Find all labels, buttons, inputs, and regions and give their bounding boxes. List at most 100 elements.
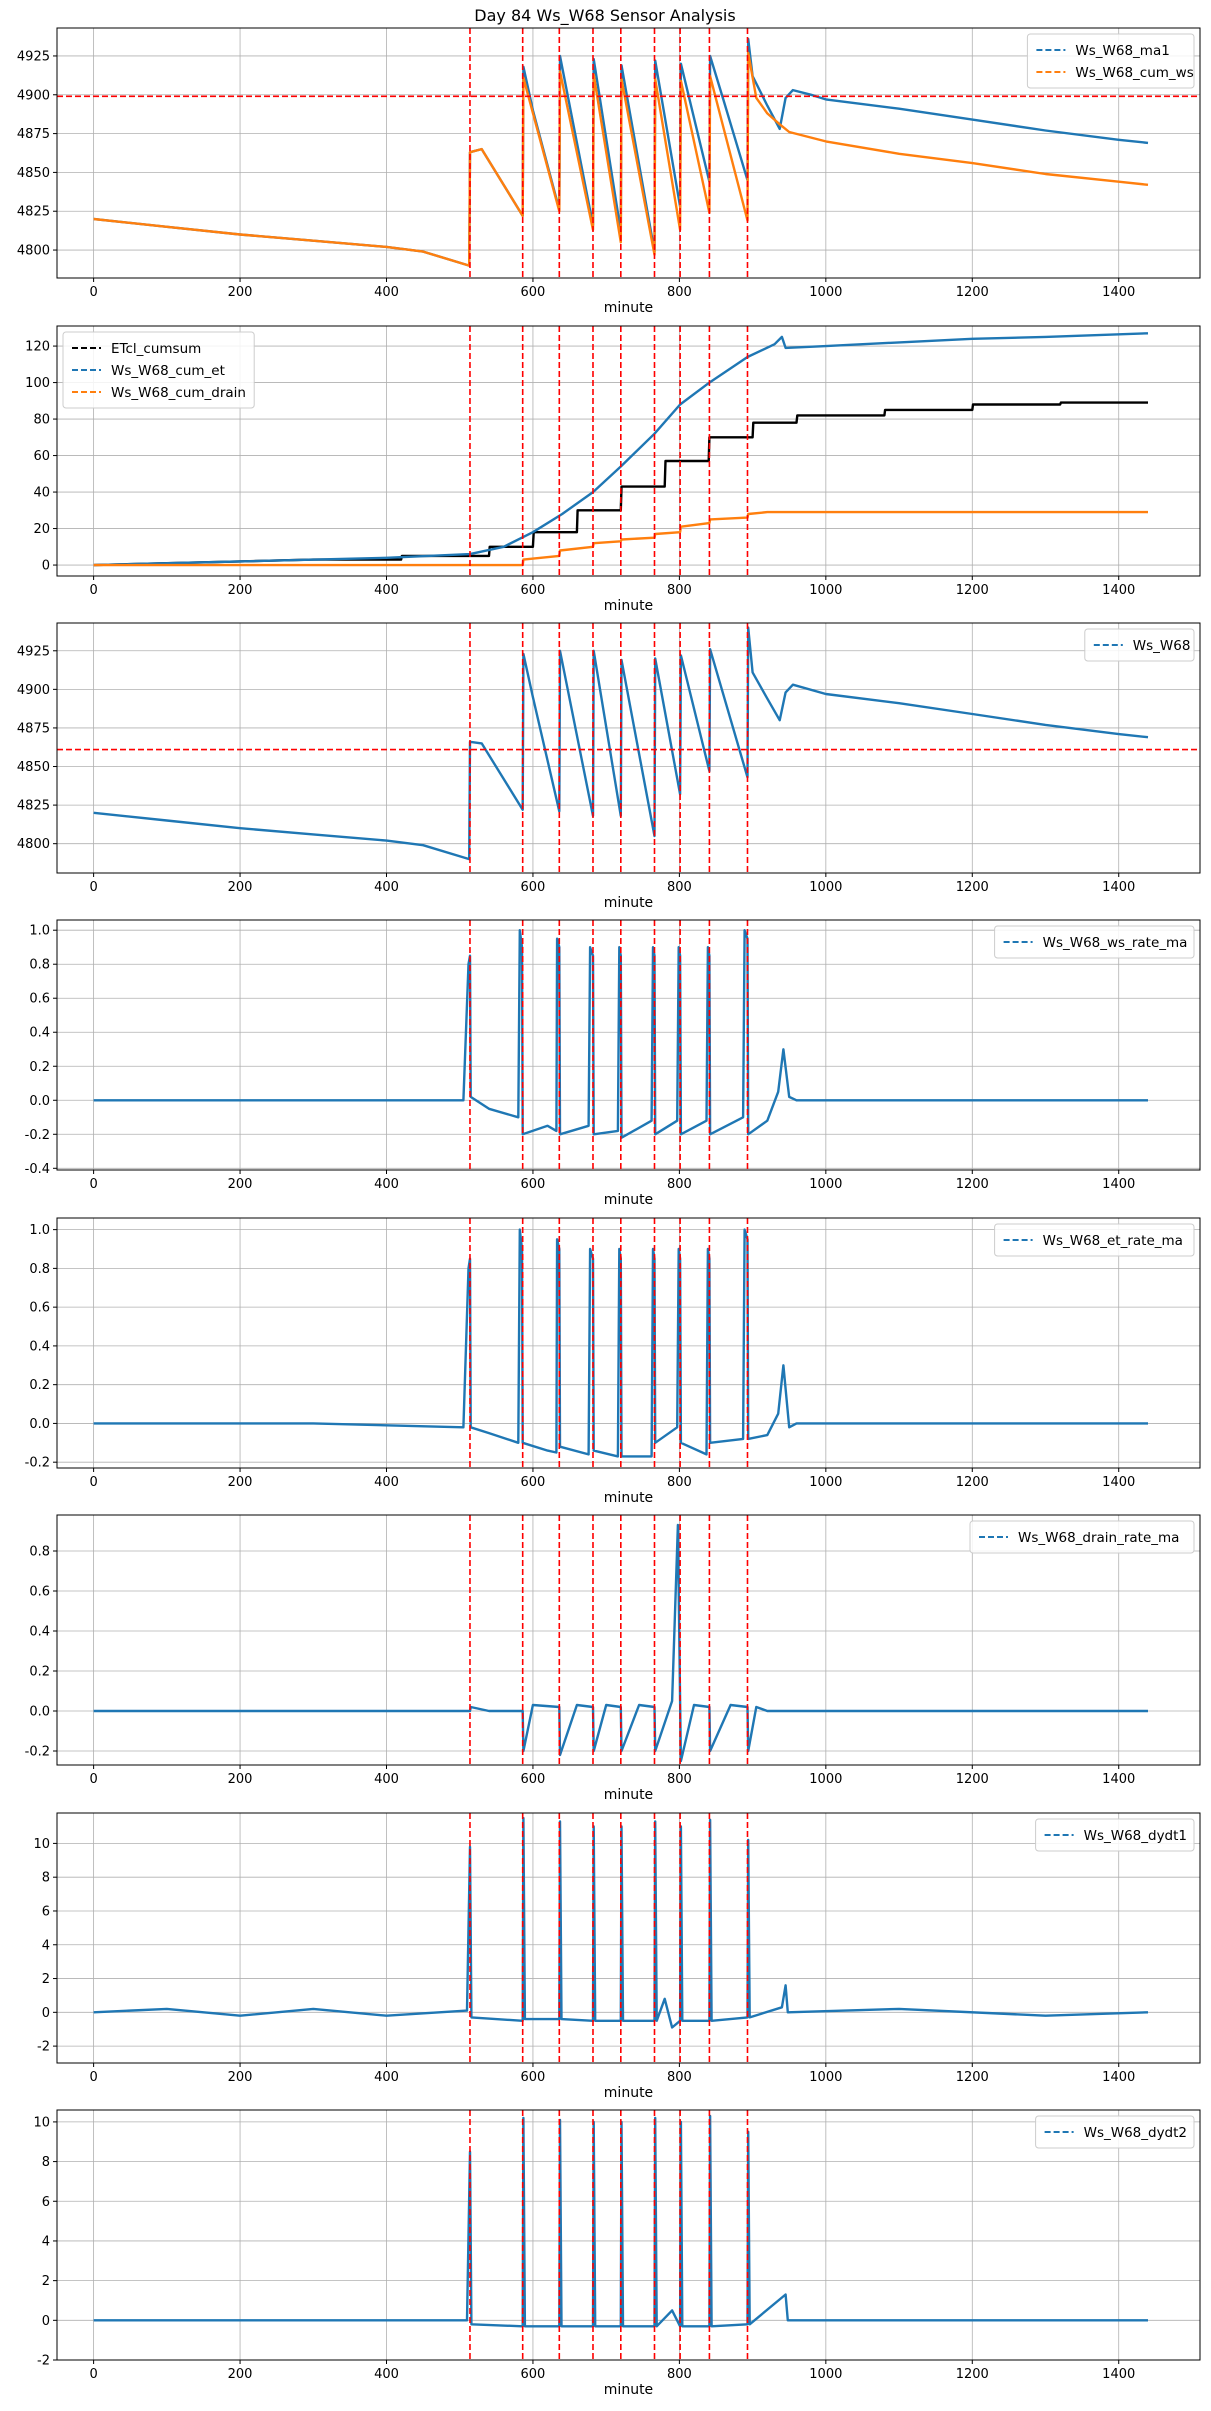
- x-tick-label: 200: [228, 1177, 253, 1192]
- x-tick-label: 1400: [1102, 880, 1135, 895]
- x-tick-label: 800: [667, 285, 692, 300]
- legend: ETcl_cumsum Ws_W68_cum_et Ws_W68_cum_drain: [62, 331, 255, 409]
- y-tick-label: 10: [33, 2115, 50, 2130]
- x-axis-label: minute: [604, 895, 653, 911]
- x-tick-label: 0: [89, 2367, 97, 2382]
- legend: Ws_W68_et_rate_ma: [994, 1223, 1195, 1257]
- x-tick-label: 600: [521, 1177, 546, 1192]
- axes-frame: [56, 1812, 1201, 2064]
- x-tick-label: 1200: [956, 1772, 989, 1787]
- subplot-7: 0 200 400 600 800 1000 1200 1400 -2 0 2 4 6 8 10 minute…: [33, 1812, 1201, 2101]
- x-tick-label: 200: [228, 880, 253, 895]
- y-tick-label: 6: [42, 1904, 50, 1919]
- y-tick-label: 0.8: [29, 1545, 50, 1560]
- y-tick-label: 4825: [17, 799, 50, 814]
- y-tick-label: 0.0: [29, 1705, 50, 1720]
- plot-area: [57, 28, 1200, 278]
- legend: Ws_W68_drain_rate_ma: [969, 1520, 1195, 1554]
- legend-label: Ws_W68_cum_ws: [1075, 65, 1193, 81]
- x-axis-label: minute: [604, 1490, 653, 1506]
- y-tick-label: 4800: [17, 244, 50, 259]
- x-tick-label: 400: [374, 2367, 399, 2382]
- y-tick-label: 6: [42, 2195, 50, 2210]
- plot-area: [93, 2110, 1148, 2360]
- plot-area: [93, 1218, 1148, 1468]
- y-tick-label: 100: [25, 376, 50, 391]
- legend-box: [1084, 628, 1195, 662]
- x-tick-label: 200: [228, 285, 253, 300]
- y-tick-label: 0.2: [29, 1665, 50, 1680]
- y-tick-label: 4900: [17, 88, 50, 103]
- axes-frame: [56, 2109, 1201, 2361]
- legend: Ws_W68_ma1 Ws_W68_cum_ws: [1026, 33, 1195, 89]
- y-tick-label: 4875: [17, 721, 50, 736]
- y-tick-label: 0.6: [29, 992, 50, 1007]
- x-tick-label: 1000: [809, 2367, 842, 2382]
- y-tick-label: 0: [42, 2006, 50, 2021]
- x-tick-label: 1400: [1102, 1772, 1135, 1787]
- x-tick-label: 600: [521, 583, 546, 598]
- x-tick-label: 400: [374, 1475, 399, 1490]
- x-tick-label: 1400: [1102, 2367, 1135, 2382]
- legend-label: Ws_W68_cum_drain: [111, 385, 246, 401]
- legend-box: [994, 925, 1195, 959]
- axes-frame: [56, 325, 1201, 577]
- subplot-2: 0 200 400 600 800 1000 1200 1400 0 20 40 60 80 100 120…: [25, 325, 1201, 614]
- x-axis-label: minute: [604, 1787, 653, 1803]
- y-tick-label: 0.0: [29, 1417, 50, 1432]
- x-axis-label: minute: [604, 300, 653, 316]
- x-tick-label: 1200: [956, 880, 989, 895]
- y-tick-label: 10: [33, 1837, 50, 1852]
- x-tick-label: 400: [374, 2070, 399, 2085]
- subplot-3: 0 200 400 600 800 1000 1200 1400 4800 4825 4850 487…: [17, 622, 1201, 911]
- y-tick-label: 2: [42, 1972, 50, 1987]
- y-tick-label: 0.8: [29, 958, 50, 973]
- y-tick-label: 40: [33, 486, 50, 501]
- x-tick-label: 800: [667, 2367, 692, 2382]
- x-tick-label: 1000: [809, 1475, 842, 1490]
- x-tick-label: 200: [228, 1772, 253, 1787]
- x-tick-label: 1200: [956, 2367, 989, 2382]
- axes-frame: [56, 919, 1201, 1171]
- subplot-6: 0 200 400 600 800 1000 1200 1400 -0.2 0.0 0.2 0.4 0.…: [25, 1514, 1201, 1803]
- x-tick-label: 1000: [809, 1772, 842, 1787]
- legend-box: [1026, 33, 1195, 89]
- y-tick-label: 4850: [17, 166, 50, 181]
- y-tick-label: 4850: [17, 760, 50, 775]
- y-tick-label: 0: [42, 2314, 50, 2329]
- x-tick-label: 600: [521, 1772, 546, 1787]
- y-tick-label: 8: [42, 1871, 50, 1886]
- y-tick-label: 0.8: [29, 1262, 50, 1277]
- y-tick-label: 0.0: [29, 1094, 50, 1109]
- y-tick-label: 0: [42, 559, 50, 574]
- subplot-5: 0 200 400 600 800 1000 1200 1400 -0.2 0.0 0.2 0.4 0.…: [25, 1217, 1201, 1506]
- legend-label: Ws_W68_ma1: [1075, 43, 1169, 59]
- x-tick-label: 0: [89, 880, 97, 895]
- y-tick-label: 0.4: [29, 1026, 50, 1041]
- x-tick-label: 1000: [809, 583, 842, 598]
- y-tick-label: -0.2: [25, 1128, 50, 1143]
- x-tick-label: 1000: [809, 1177, 842, 1192]
- x-tick-label: 1400: [1102, 1475, 1135, 1490]
- legend-label: Ws_W68_et_rate_ma: [1043, 1233, 1183, 1249]
- x-tick-label: 1200: [956, 583, 989, 598]
- x-tick-label: 1000: [809, 2070, 842, 2085]
- y-tick-label: -0.2: [25, 1456, 50, 1471]
- x-axis-label: minute: [604, 1192, 653, 1208]
- y-tick-label: 1.0: [29, 1223, 50, 1238]
- legend-box: [969, 1520, 1195, 1554]
- series-line-Ws_W68_dydt2: [93, 2114, 1148, 2328]
- legend-label: Ws_W68_cum_et: [111, 363, 225, 379]
- y-tick-label: 20: [33, 522, 50, 537]
- legend-label: ETcl_cumsum: [111, 341, 201, 357]
- axes-frame: [56, 27, 1201, 279]
- y-tick-label: -2: [37, 2354, 50, 2369]
- x-tick-label: 0: [89, 2070, 97, 2085]
- y-tick-label: 4925: [17, 644, 50, 659]
- x-tick-label: 1000: [809, 285, 842, 300]
- series-line-Ws_W68_cum_drain: [93, 510, 1148, 567]
- y-tick-label: 4825: [17, 205, 50, 220]
- axes-frame: [56, 1217, 1201, 1469]
- y-tick-label: 4925: [17, 49, 50, 64]
- subplot-8: 0 200 400 600 800 1000 1200 1400 -2 0 2 4 6 8 10 minute…: [33, 2109, 1201, 2398]
